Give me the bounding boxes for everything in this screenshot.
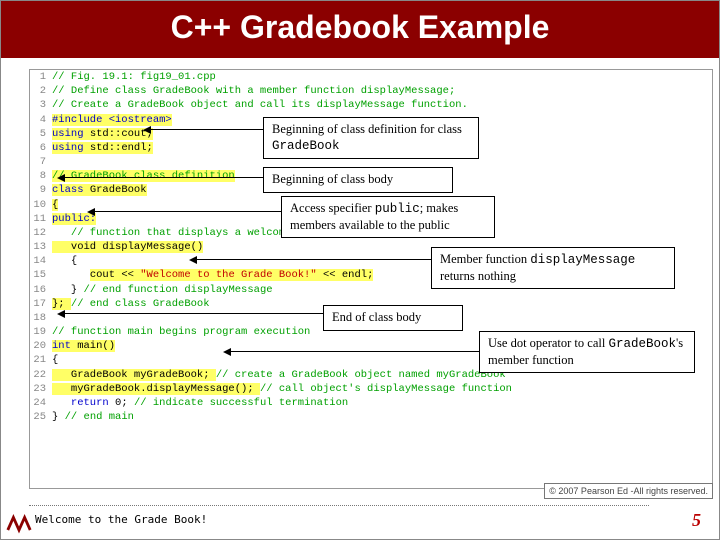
page-number: 5 <box>692 510 701 531</box>
callout: Beginning of class definition for class … <box>263 117 479 159</box>
title-bar: C++ Gradebook Example <box>1 1 719 58</box>
logo-icon <box>5 511 33 535</box>
callout: Access specifier public; makes members a… <box>281 196 495 238</box>
slide: { "title": "C++ Gradebook Example", "cod… <box>0 0 720 540</box>
program-output: Welcome to the Grade Book! <box>29 505 649 533</box>
callout-arrow <box>59 177 263 178</box>
code-line: 25} // end main <box>30 410 712 424</box>
code-line: 2// Define class GradeBook with a member… <box>30 84 712 98</box>
callout-arrow <box>145 129 263 130</box>
code-line: 1// Fig. 19.1: fig19_01.cpp <box>30 70 712 84</box>
copyright: © 2007 Pearson Ed -All rights reserved. <box>544 483 713 499</box>
code-line: 24 return 0; // indicate successful term… <box>30 396 712 410</box>
callout-arrow <box>59 313 323 314</box>
callout-arrow <box>89 211 281 212</box>
code-line: 3// Create a GradeBook object and call i… <box>30 98 712 112</box>
callout: End of class body <box>323 305 463 331</box>
callout-arrow <box>225 351 479 352</box>
callout: Member function displayMessage returns n… <box>431 247 675 289</box>
code-line: 23 myGradeBook.displayMessage(); // call… <box>30 382 712 396</box>
callout: Use dot operator to call GradeBook's mem… <box>479 331 695 373</box>
slide-title: C++ Gradebook Example <box>1 9 719 46</box>
callout: Beginning of class body <box>263 167 453 193</box>
callout-arrow <box>191 259 431 260</box>
